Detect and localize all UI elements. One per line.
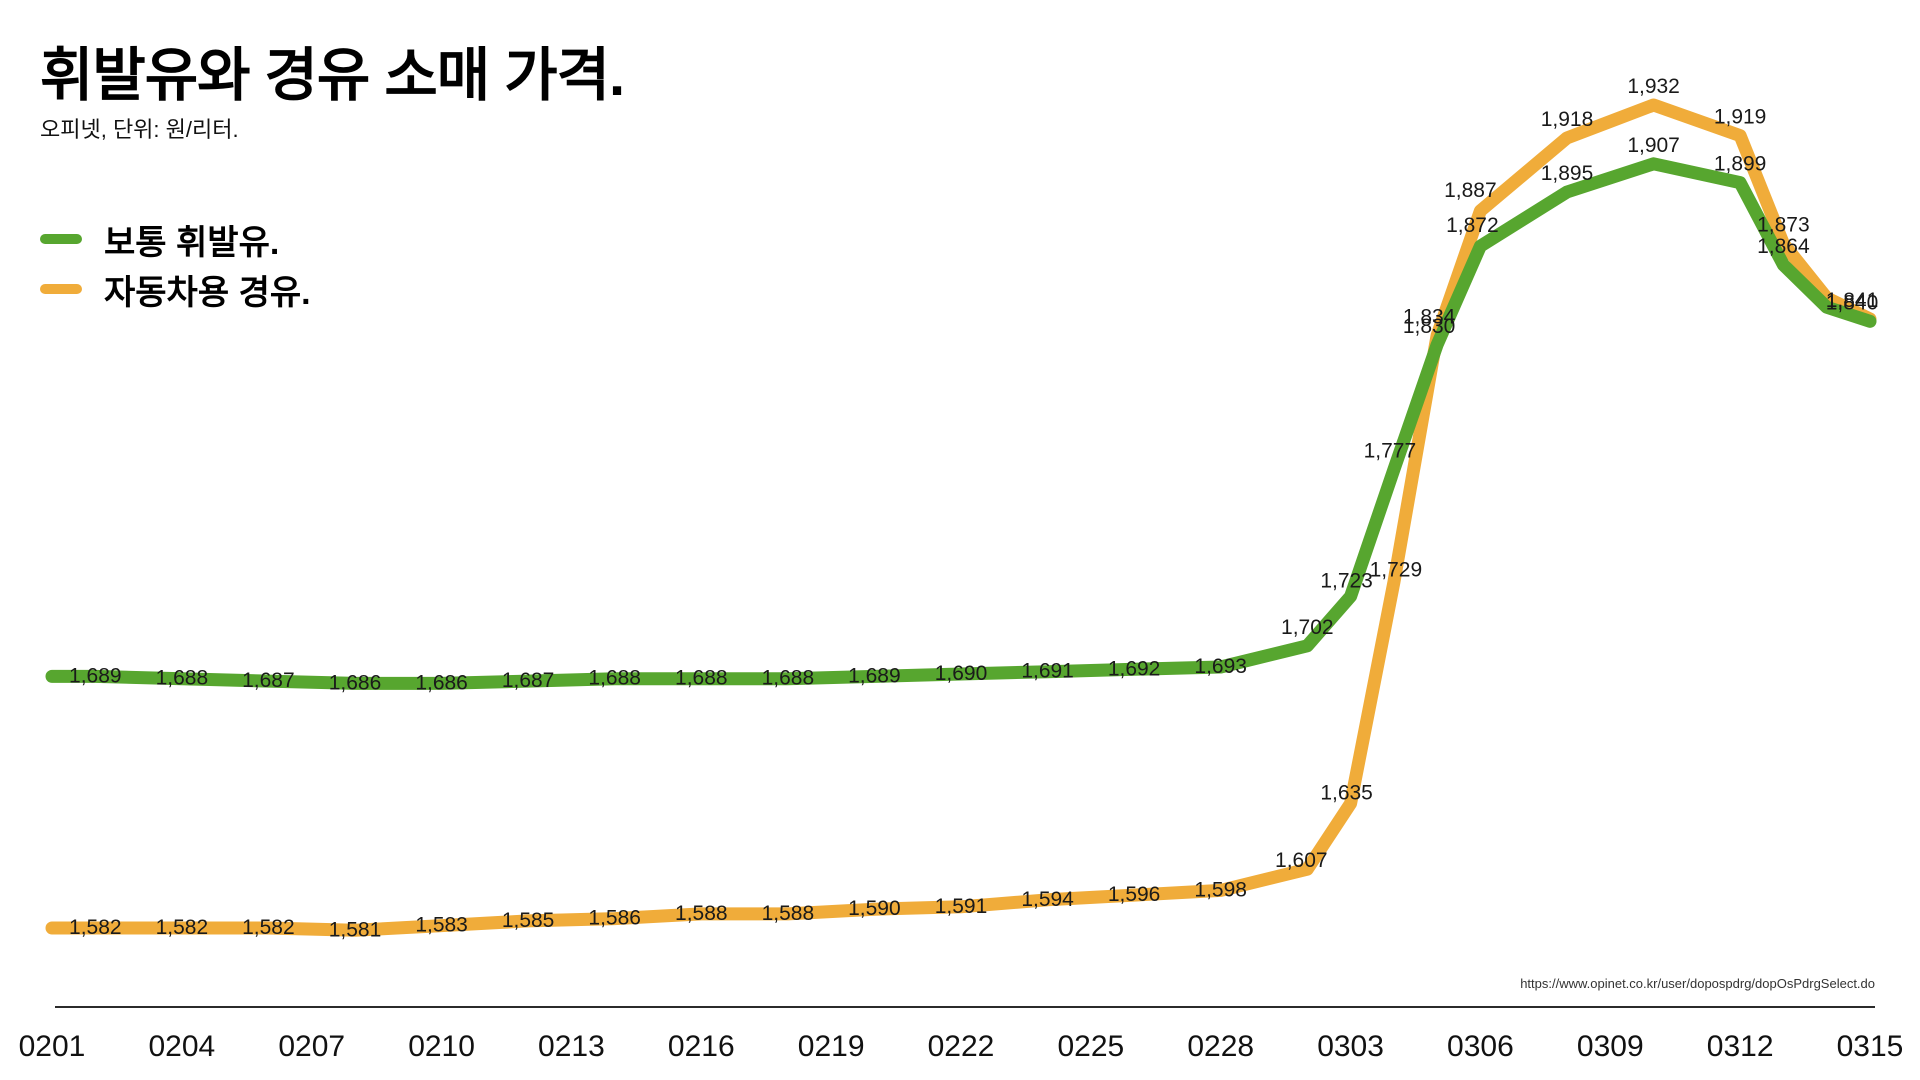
diesel-point-label: 1,729 [1370, 558, 1423, 581]
diesel-point-label: 1,588 [675, 902, 728, 925]
legend-item-diesel: 자동차용 경유. [40, 270, 311, 312]
gasoline-point-label: 1,686 [329, 671, 382, 694]
gasoline-point-label: 1,777 [1364, 440, 1417, 463]
diesel-point-label: 1,594 [1021, 888, 1074, 911]
gasoline-point-label: 1,690 [935, 662, 988, 685]
diesel-line-swatch [40, 284, 82, 294]
x-tick-0216: 0216 [667, 1030, 735, 1063]
x-tick-0228: 0228 [1187, 1030, 1255, 1063]
gasoline-point-label: 1,688 [588, 667, 641, 690]
x-tick-0306: 0306 [1447, 1030, 1514, 1063]
diesel-point-label: 1,586 [588, 907, 641, 930]
gasoline-point-label: 1,864 [1757, 235, 1810, 258]
gasoline-point-label: 1,687 [502, 669, 555, 692]
x-tick-0312: 0312 [1706, 1030, 1774, 1063]
gasoline-point-label: 1,688 [762, 667, 815, 690]
diesel-point-label: 1,919 [1714, 106, 1767, 129]
gasoline-point-label: 1,723 [1320, 569, 1373, 592]
x-tick-0225: 0225 [1057, 1030, 1125, 1063]
legend-item-gasoline: 보통 휘발유. [40, 220, 311, 262]
gasoline-point-label: 1,687 [242, 669, 295, 692]
diesel-point-label: 1,581 [329, 918, 382, 941]
gasoline-point-label: 1,895 [1541, 162, 1594, 185]
gasoline-point-label: 1,692 [1108, 657, 1161, 680]
x-tick-0204: 0204 [148, 1030, 216, 1063]
diesel-point-label: 1,635 [1320, 781, 1373, 804]
x-tick-0201: 0201 [18, 1030, 86, 1063]
diesel-point-label: 1,932 [1627, 75, 1680, 98]
diesel-point-label: 1,607 [1275, 849, 1328, 872]
diesel-point-label: 1,591 [935, 895, 988, 918]
x-tick-0213: 0213 [538, 1030, 605, 1063]
gasoline-point-label: 1,689 [848, 664, 901, 687]
diesel-line [45, 98, 1877, 937]
diesel-point-label: 1,887 [1444, 179, 1497, 202]
diesel-point-label: 1,588 [762, 902, 815, 925]
diesel-point-label: 1,590 [848, 897, 901, 920]
source-url: https://www.opinet.co.kr/user/dopospdrg/… [1520, 976, 1875, 991]
legend-label-gasoline: 보통 휘발유. [104, 223, 280, 262]
gasoline-point-label: 1,840 [1826, 291, 1879, 314]
diesel-point-label: 1,596 [1108, 883, 1161, 906]
diesel-point-label: 1,583 [415, 914, 468, 937]
diesel-point-label: 1,841 [1826, 289, 1879, 312]
diesel-point-label: 1,918 [1541, 108, 1594, 131]
page-title: 휘발유와 경유 소매 가격. [40, 43, 625, 108]
diesel-point-label: 1,582 [69, 916, 122, 939]
gasoline-point-label: 1,686 [415, 671, 468, 694]
diesel-point-label: 1,834 [1403, 305, 1456, 328]
gasoline-point-label: 1,872 [1446, 214, 1499, 237]
diesel-point-label: 1,582 [156, 916, 209, 939]
x-tick-0309: 0309 [1576, 1030, 1644, 1063]
gasoline-point-label: 1,688 [675, 667, 728, 690]
diesel-point-label: 1,873 [1757, 214, 1810, 237]
x-axis-line [55, 1006, 1875, 1008]
gasoline-point-label: 1,899 [1714, 153, 1767, 176]
gasoline-point-label: 1,907 [1627, 134, 1680, 157]
x-tick-0222: 0222 [927, 1030, 995, 1063]
gasoline-point-label: 1,830 [1403, 315, 1456, 338]
legend: 보통 휘발유. 자동차용 경유. [40, 220, 311, 312]
legend-label-diesel: 자동차용 경유. [104, 273, 311, 312]
gasoline-point-label: 1,688 [156, 667, 209, 690]
gasoline-line-swatch [40, 234, 82, 244]
x-axis: 0201 0204 0207 0210 0213 0216 0219 0222 0225 0228… [0, 1030, 1920, 1070]
gasoline-point-label: 1,691 [1021, 660, 1074, 683]
x-tick-0219: 0219 [797, 1030, 865, 1063]
diesel-point-label: 1,582 [242, 916, 295, 939]
gasoline-point-label: 1,693 [1194, 655, 1247, 678]
chart-subtitle: 오피넷, 단위: 원/리터. [40, 117, 239, 142]
diesel-point-label: 1,598 [1194, 878, 1247, 901]
gasoline-point-label: 1,689 [69, 664, 122, 687]
gasoline-point-label: 1,702 [1281, 616, 1334, 639]
gasoline-line [45, 157, 1877, 690]
x-tick-0315: 0315 [1836, 1030, 1904, 1063]
x-tick-0210: 0210 [408, 1030, 475, 1063]
x-tick-0303: 0303 [1317, 1030, 1384, 1063]
x-tick-0207: 0207 [278, 1030, 346, 1063]
diesel-point-label: 1,585 [502, 909, 555, 932]
